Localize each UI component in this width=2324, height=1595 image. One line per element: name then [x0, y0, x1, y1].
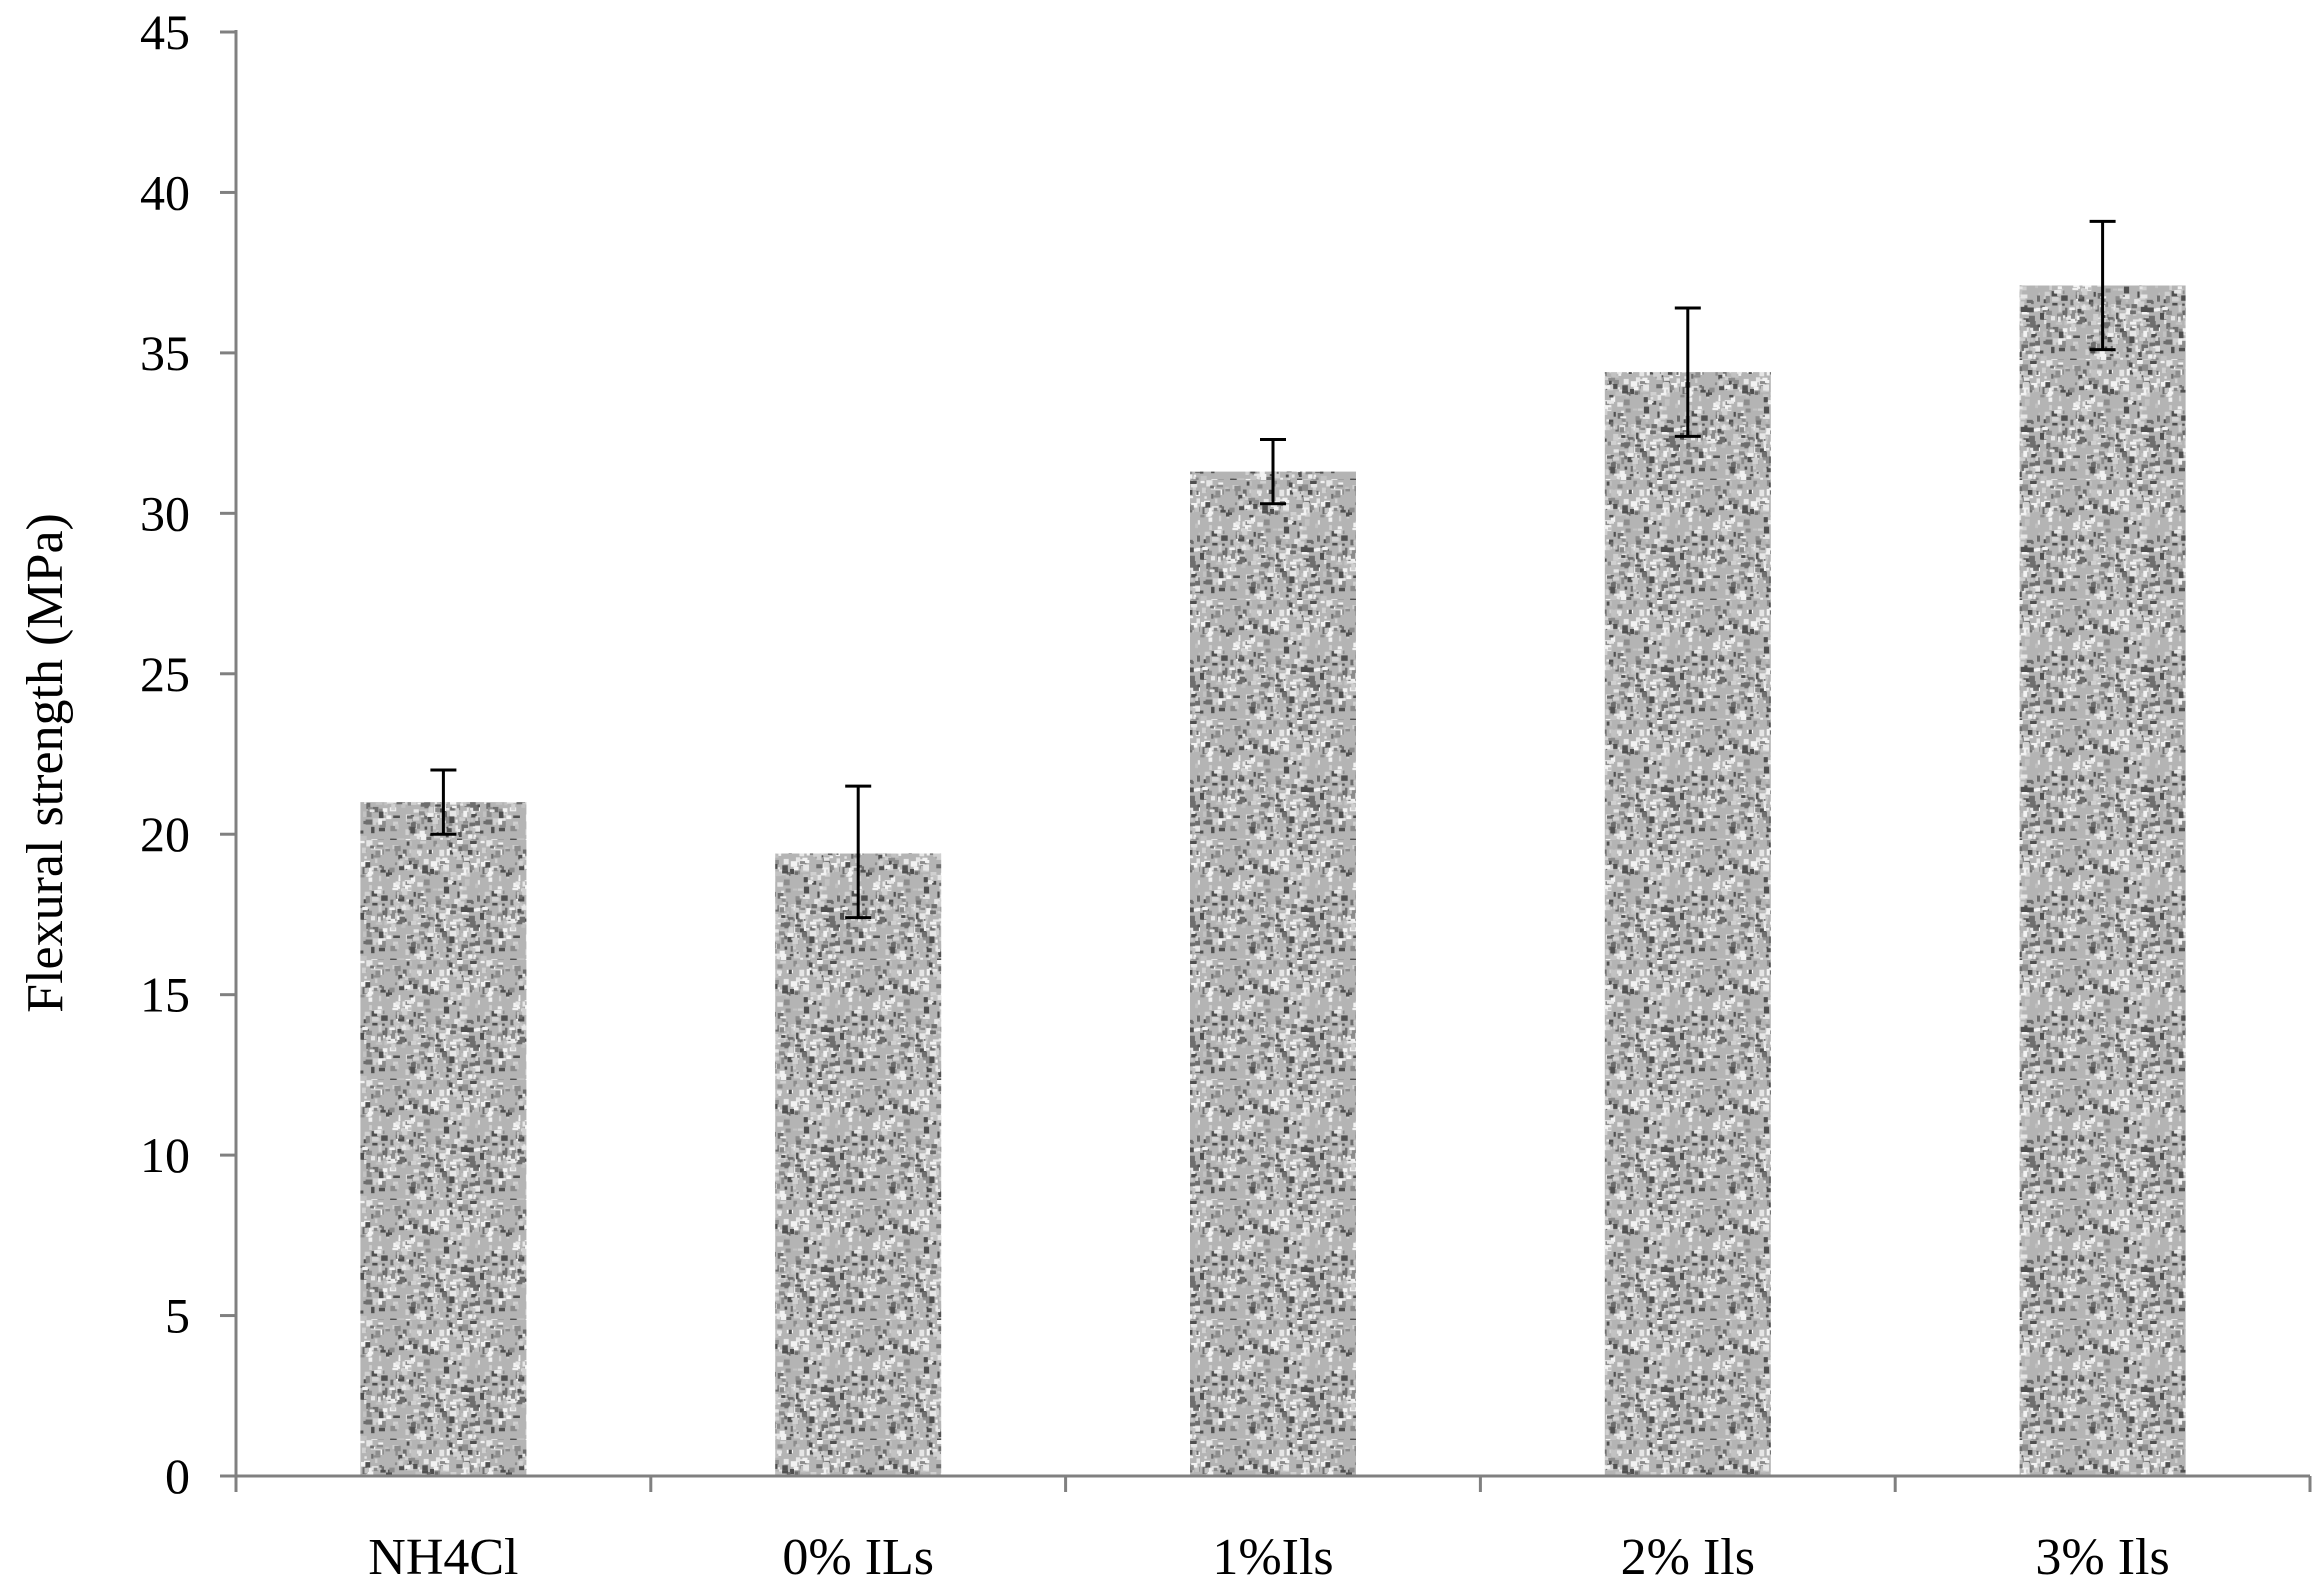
y-tick-label-2: 10: [140, 1127, 190, 1183]
y-tick-label-4: 20: [140, 806, 190, 862]
y-tick-label-5: 25: [140, 646, 190, 702]
bars-layer: [360, 285, 2186, 1477]
x-tick-label-3: 2% Ils: [1621, 1529, 1755, 1586]
bar-2: [1190, 471, 1356, 1477]
axes-layer: [220, 30, 2312, 1492]
y-tick-label-1: 5: [165, 1288, 190, 1344]
y-tick-label-3: 15: [140, 967, 190, 1023]
y-tick-label-9: 45: [140, 4, 190, 60]
error-bar-2: [1260, 438, 1286, 506]
y-axis-title: Flexural strength (MPa): [17, 513, 74, 1013]
x-tick-label-2: 1%Ils: [1212, 1529, 1333, 1586]
error-bar-0: [430, 768, 457, 836]
error-bar-4: [2089, 219, 2116, 352]
x-tick-label-0: NH4Cl: [368, 1529, 518, 1586]
error-bar-3: [1674, 306, 1701, 438]
y-tick-label-6: 30: [140, 485, 190, 541]
error-bars-layer: [430, 219, 2116, 920]
labels-layer: NH4Cl 0% ILs 1%Ils 2% Ils 3% Ils 0 5 10 15 20 25 30…: [140, 4, 2170, 1586]
bar-1: [775, 853, 942, 1476]
error-bar-1: [845, 784, 872, 920]
bar-3: [1604, 372, 1771, 1477]
y-tick-label-7: 35: [140, 325, 190, 381]
y-tick-label-8: 40: [140, 164, 190, 220]
bar-4: [2019, 285, 2186, 1476]
bar-0: [360, 802, 527, 1476]
x-tick-label-4: 3% Ils: [2035, 1529, 2169, 1586]
y-tick-label-0: 0: [165, 1448, 190, 1504]
x-tick-label-1: 0% ILs: [782, 1529, 934, 1586]
